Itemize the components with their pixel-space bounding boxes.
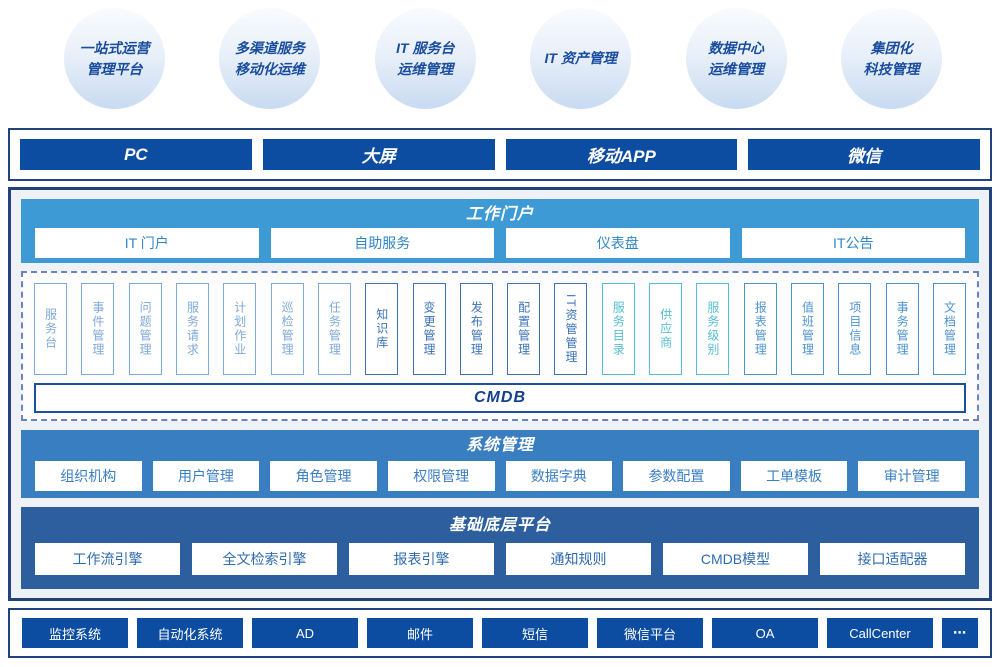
integration-item: 监控系统 [22,618,128,648]
portal-item: IT公告 [741,228,965,258]
channel-item: 移动APP [505,139,738,170]
capability-bubble: 多渠道服务 移动化运维 [219,8,321,109]
integration-item: 邮件 [367,618,473,648]
system-item: 工单模板 [740,461,848,491]
system-section: 系统管理 组织机构 用户管理 角色管理 权限管理 数据字典 参数配置 工单模板 … [21,430,979,498]
platform-item: 通知规则 [506,543,651,575]
cmdb-bar: CMDB [34,383,966,413]
main-panel: 工作门户 IT 门户 自助服务 仪表盘 IT公告 服务台 事件管理 问题管理 服… [8,187,992,601]
module-card: 服务请求 [175,283,209,375]
integration-item: ⋯ [942,618,978,648]
module-card: 项目信息 [838,283,872,375]
system-item: 审计管理 [858,461,965,491]
capability-bubble: 集团化 科技管理 [840,8,942,109]
integrations-bar: 监控系统 自动化系统 AD 邮件 短信 微信平台 OA CallCenter ⋯ [8,608,992,658]
modules-panel: 服务台 事件管理 问题管理 服务请求 计划作业 巡检管理 任务管理 知识库 变更… [21,271,979,421]
modules-row: 服务台 事件管理 问题管理 服务请求 计划作业 巡检管理 任务管理 知识库 变更… [34,283,966,375]
channel-item: PC [20,139,252,170]
channel-item: 大屏 [262,139,495,170]
system-item: 用户管理 [152,461,260,491]
module-card: 事件管理 [81,283,115,375]
capability-bubble: IT 服务台 运维管理 [374,8,476,109]
module-card: 知识库 [365,283,399,375]
portal-buttons-row: IT 门户 自助服务 仪表盘 IT公告 [21,228,979,258]
module-card: 服务台 [34,283,67,375]
platform-item: 全文检索引擎 [192,543,337,575]
module-card: 问题管理 [128,283,162,375]
module-card: 供应商 [649,283,683,375]
portal-item: 自助服务 [270,228,494,258]
platform-item: 工作流引擎 [35,543,180,575]
channel-item: 微信 [748,139,980,170]
system-item: 组织机构 [35,461,142,491]
module-card: 报表管理 [743,283,777,375]
platform-buttons-row: 工作流引擎 全文检索引擎 报表引擎 通知规则 CMDB模型 接口适配器 [21,543,979,575]
platform-item: 报表引擎 [349,543,494,575]
module-card: 巡检管理 [270,283,304,375]
system-item: 参数配置 [623,461,730,491]
module-card: 变更管理 [412,283,446,375]
capability-bubble: 数据中心 运维管理 [685,8,787,109]
integration-item: AD [252,618,358,648]
portal-item: IT 门户 [35,228,259,258]
system-item: 权限管理 [387,461,495,491]
module-card: 服务目录 [601,283,635,375]
system-buttons-row: 组织机构 用户管理 角色管理 权限管理 数据字典 参数配置 工单模板 审计管理 [21,461,979,491]
integration-item: 短信 [482,618,588,648]
integration-item: OA [712,618,818,648]
system-item: 数据字典 [505,461,613,491]
module-card: 任务管理 [317,283,351,375]
integration-item: CallCenter [827,618,933,648]
capability-bubble: IT 资产管理 [530,8,632,109]
module-card: 发布管理 [459,283,493,375]
portal-section: 工作门户 IT 门户 自助服务 仪表盘 IT公告 [21,199,979,263]
portal-item: 仪表盘 [506,228,730,258]
platform-item: 接口适配器 [820,543,965,575]
module-card: 计划作业 [223,283,257,375]
platform-item: CMDB模型 [663,543,808,575]
integration-item: 微信平台 [597,618,703,648]
platform-section: 基础底层平台 工作流引擎 全文检索引擎 报表引擎 通知规则 CMDB模型 接口适… [21,507,979,589]
module-card: 值班管理 [791,283,824,375]
module-card: 文档管理 [932,283,966,375]
integration-item: 自动化系统 [137,618,243,648]
module-card: 服务级别 [696,283,730,375]
module-card: IT资管管理 [554,283,588,375]
portal-section-title: 工作门户 [465,206,534,223]
module-card: 事务管理 [885,283,919,375]
bubbles-row: 一站式运营 管理平台 多渠道服务 移动化运维 IT 服务台 运维管理 IT 资产… [0,8,1000,110]
channels-bar: PC 大屏 移动APP 微信 [8,128,992,181]
module-card: 配置管理 [507,283,541,375]
platform-section-title: 基础底层平台 [448,517,551,534]
system-item: 角色管理 [270,461,377,491]
capability-bubble: 一站式运营 管理平台 [64,8,165,109]
system-section-title: 系统管理 [465,437,534,454]
